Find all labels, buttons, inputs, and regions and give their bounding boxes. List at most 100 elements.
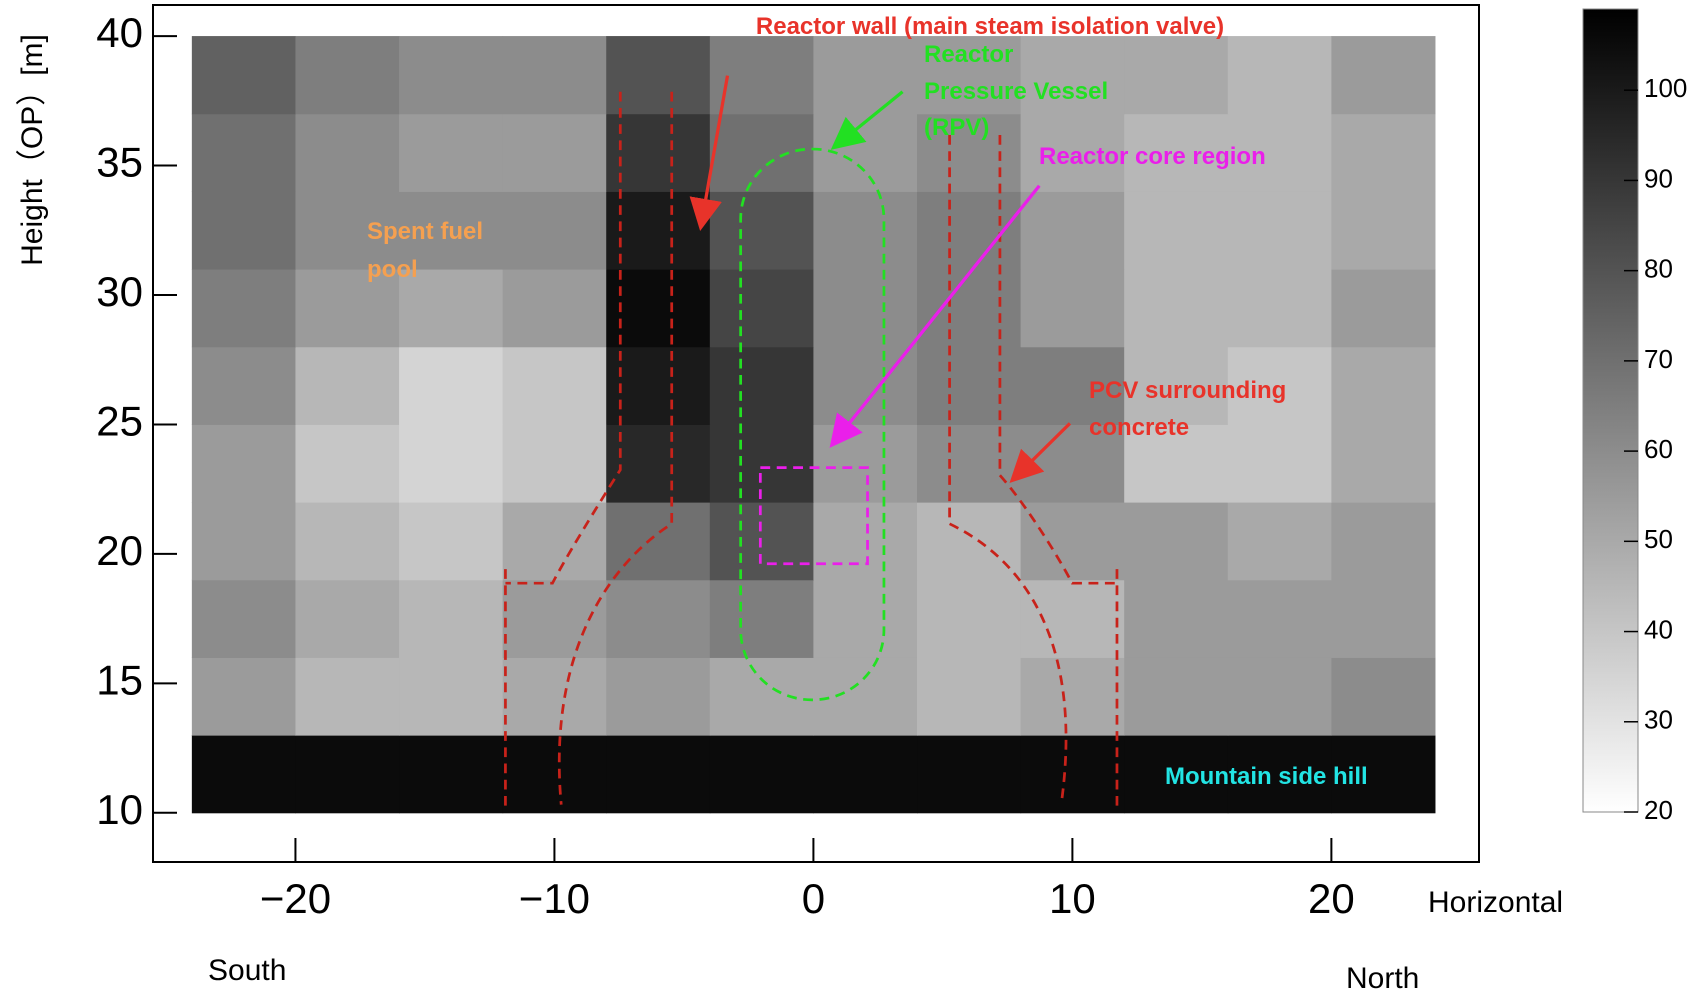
heatmap-cell [503,502,607,580]
annotation: Reactor core region [1039,143,1266,170]
annotation-line: PCV surrounding [1089,377,1286,404]
heatmap-cell [503,580,607,658]
heatmap-cell [606,269,710,347]
heatmap-cell [1124,36,1228,114]
y-tick-label: 20 [96,527,143,574]
heatmap-cell [399,347,503,425]
heatmap-cell [399,424,503,502]
heatmap-cell [710,502,814,580]
heatmap-cell [917,657,1021,735]
heatmap-cell [710,191,814,269]
y-tick-label: 40 [96,9,143,56]
heatmap-cell [1228,580,1332,658]
x-tick-label: −20 [260,875,331,922]
colorbar-tick-label: 60 [1644,434,1673,464]
heatmap-cell [1228,269,1332,347]
heatmap-cell [503,36,607,114]
heatmap-cell [710,269,814,347]
heatmap-cell [1331,191,1435,269]
annotation-line: Reactor wall (main steam isolation valve… [756,13,1224,40]
heatmap-cell [917,502,1021,580]
heatmap-cell [606,347,710,425]
heatmap-cell [295,502,399,580]
heatmap-cell [295,114,399,192]
heatmap-cell [503,114,607,192]
colorbar-tick-label: 20 [1644,795,1673,825]
heatmap-cell [606,36,710,114]
colorbar-tick-label: 70 [1644,344,1673,374]
annotation: Mountain side hill [1165,763,1368,790]
colorbar-tick-label: 90 [1644,163,1673,193]
colorbar [1583,9,1638,812]
heatmap-cell [192,657,296,735]
heatmap-cell [917,735,1021,813]
heatmap-cell [192,502,296,580]
heatmap-cell [295,735,399,813]
heatmap-cell [813,502,917,580]
heatmap-cell [1331,502,1435,580]
colorbar-tick-label: 40 [1644,614,1673,644]
heatmap-cell [295,36,399,114]
x-tick-label: −10 [519,875,590,922]
annotation-line: pool [367,256,418,283]
heatmap-cell [503,347,607,425]
heatmap-cell [295,580,399,658]
heatmap-cell [192,36,296,114]
heatmap-cell [813,424,917,502]
annotation-line: Pressure Vessel [924,78,1108,105]
heatmap-cell [399,502,503,580]
heatmap-cell [1331,269,1435,347]
north-label: North [1346,962,1419,994]
annotation-line: Mountain side hill [1165,763,1368,790]
heatmap-cell [295,347,399,425]
heatmap-cell [192,191,296,269]
heatmap-cell [192,269,296,347]
annotation-line: concrete [1089,414,1189,441]
heatmap-cell [710,36,814,114]
heatmap-cell [1124,580,1228,658]
y-tick-label: 35 [96,139,143,186]
x-tick-label: 20 [1308,875,1355,922]
heatmap-cell [606,580,710,658]
heatmap-cell [1021,657,1125,735]
annotation-line: Reactor core region [1039,143,1266,170]
heatmap-cell [1124,502,1228,580]
heatmap-cell [1228,502,1332,580]
y-tick-label: 30 [96,268,143,315]
heatmap-cell [813,735,917,813]
heatmap-cell [192,580,296,658]
y-tick-label: 15 [96,656,143,703]
annotation-line: Spent fuel [367,218,483,245]
heatmap-cell [192,424,296,502]
heatmap-cell [1331,580,1435,658]
heatmap-cell [710,580,814,658]
heatmap-cell [606,191,710,269]
heatmap-cell [1021,580,1125,658]
colorbar-tick-label: 100 [1644,73,1687,103]
page: {"chart_data": { "type": "heatmap", "y_l… [0,0,1706,994]
heatmap-cell [1228,657,1332,735]
heatmap-cell [1021,269,1125,347]
heatmap-cell [1124,269,1228,347]
heatmap-cell [813,114,917,192]
heatmap-cell [399,36,503,114]
heatmap-cell [192,114,296,192]
colorbar-tick-label: 30 [1644,705,1673,735]
colorbar-tick-label: 50 [1644,524,1673,554]
heatmap-cell [606,657,710,735]
heatmap-cell [813,580,917,658]
heatmap-cell [710,735,814,813]
heatmap-cell [295,657,399,735]
heatmap-cell [192,347,296,425]
heatmap-cell [399,657,503,735]
heatmap-cell [1124,657,1228,735]
heatmap-cell [710,657,814,735]
y-axis-label: Height（OP）[m] [16,34,49,266]
heatmap-cell [813,191,917,269]
heatmap-cell [1331,347,1435,425]
heatmap-cell [1331,114,1435,192]
heatmap-cell [1228,191,1332,269]
heatmap-cell [813,36,917,114]
heatmap-cell [1331,424,1435,502]
heatmap-cell [1124,191,1228,269]
